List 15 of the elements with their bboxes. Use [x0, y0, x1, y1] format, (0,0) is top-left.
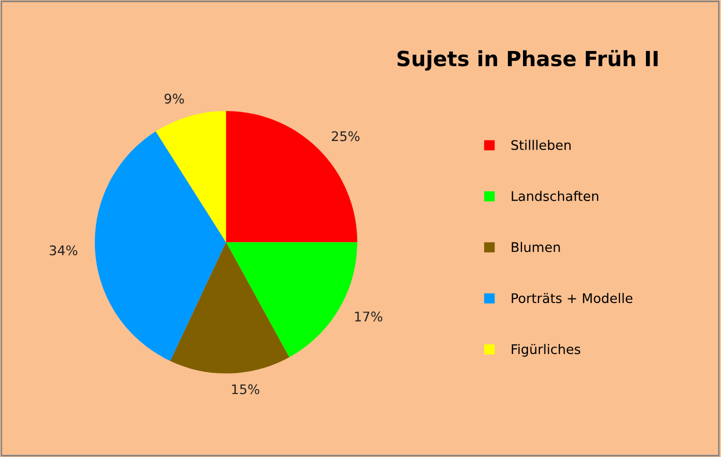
pie-slice	[94, 131, 226, 361]
chart-title: Sujets in Phase Früh II	[398, 50, 658, 71]
data-label: 15%	[232, 384, 260, 394]
data-label: 17%	[355, 312, 382, 322]
legend-label: Figürliches	[512, 344, 580, 357]
pie-slice	[170, 242, 290, 374]
data-label: 25%	[332, 131, 360, 142]
legend-label: Stillleben	[511, 140, 571, 150]
legend-label: Porträts + Modelle	[512, 292, 632, 304]
pie-slice	[226, 110, 358, 242]
legend-label: Blumen	[512, 242, 560, 252]
legend-label: Landschaften	[512, 190, 598, 202]
data-label: 9%	[164, 94, 184, 104]
data-label: 34%	[50, 245, 78, 256]
pie-slice	[156, 110, 226, 242]
